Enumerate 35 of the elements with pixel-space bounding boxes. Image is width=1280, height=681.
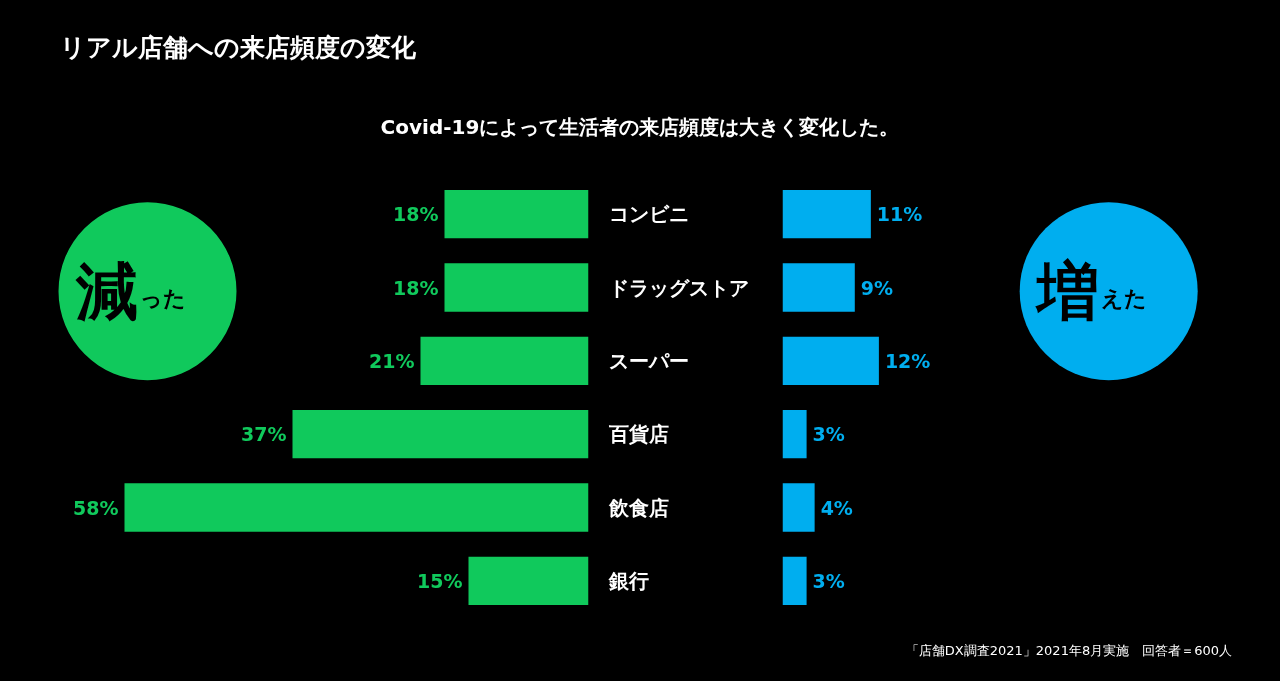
y-tick-label: ドラッグストア [608, 275, 749, 300]
bar [292, 409, 589, 459]
bar [782, 409, 807, 459]
y-tick-label: 百貨店 [607, 422, 669, 447]
data-label: 37% [241, 423, 287, 446]
bar [124, 483, 589, 532]
data-label: 12% [884, 349, 931, 372]
data-label: 3% [812, 569, 845, 592]
bar [468, 556, 589, 606]
bar [782, 263, 855, 312]
text: 増えた [1035, 254, 1147, 328]
data-label: 3% [812, 423, 845, 446]
data-label: 15% [417, 569, 463, 592]
y-tick-label: 銀行 [607, 568, 649, 593]
y-tick-label: スーパー [608, 348, 689, 373]
bar [420, 336, 589, 386]
bar [782, 556, 807, 606]
data-label: 18% [393, 203, 439, 226]
bar [444, 263, 589, 312]
chart-title: リアル店舗への来店頻度の変化 [60, 32, 416, 64]
bar [782, 189, 871, 239]
text: Covid-19によって生活者の来店頻度は大きく変化した。 [380, 114, 900, 141]
bar [782, 483, 815, 532]
text: 減った [74, 254, 186, 328]
data-label: 11% [876, 203, 923, 226]
data-label: 9% [860, 276, 894, 299]
y-tick-label: 飲食店 [607, 495, 669, 520]
data-label: 4% [820, 496, 853, 519]
data-label: 18% [393, 276, 439, 299]
data-label: 21% [369, 349, 415, 372]
data-label: 58% [73, 496, 119, 519]
bar [782, 336, 879, 386]
text: 「店舗DX調査2021」2021年8月実施 回答者＝600人 [905, 642, 1232, 660]
y-tick-label: コンビニ [608, 202, 689, 227]
bar [444, 189, 589, 239]
